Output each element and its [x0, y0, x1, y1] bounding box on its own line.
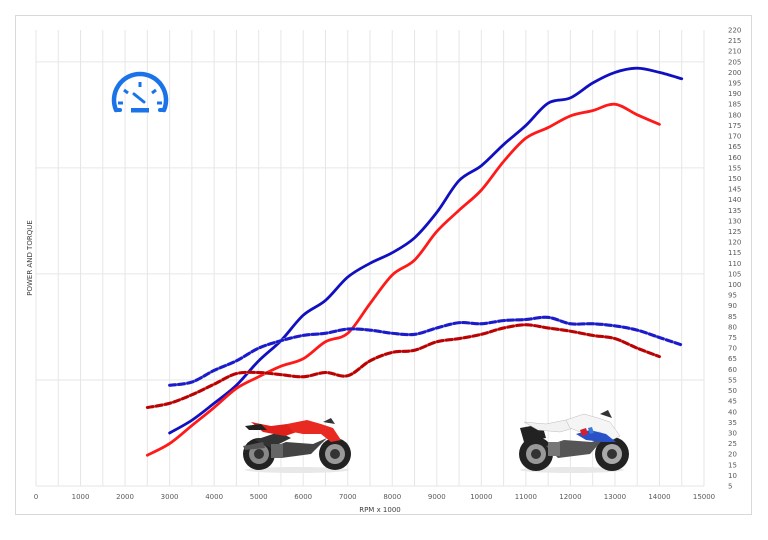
red-motorcycle-image — [243, 418, 351, 473]
grid-lines — [35, 30, 705, 487]
x-axis-title: RPM x 1000 — [359, 506, 401, 514]
y-tick-label: 30 — [728, 429, 737, 437]
y-tick-label: 110 — [728, 260, 741, 268]
y-tick-label: 180 — [728, 111, 741, 119]
series-line-0 — [168, 66, 684, 435]
x-tick-label: 12000 — [559, 493, 581, 501]
y-tick-label: 125 — [728, 228, 741, 236]
y-tick-label: 140 — [728, 196, 741, 204]
y-tick-label: 195 — [728, 80, 741, 88]
y-tick-label: 210 — [728, 48, 741, 56]
y-axis-ticks: 2202152102052001951901851801751701651601… — [728, 27, 741, 491]
y-tick-label: 165 — [728, 143, 741, 151]
y-tick-label: 160 — [728, 154, 741, 162]
y-axis-title: POWER AND TORQUE — [26, 220, 34, 296]
y-tick-label: 5 — [728, 483, 732, 491]
x-tick-label: 14000 — [648, 493, 670, 501]
y-tick-label: 120 — [728, 239, 741, 247]
y-tick-label: 90 — [728, 302, 737, 310]
y-tick-label: 155 — [728, 164, 741, 172]
series-layer — [145, 66, 684, 457]
y-tick-label: 100 — [728, 281, 741, 289]
y-tick-label: 145 — [728, 186, 741, 194]
x-tick-label: 6000 — [294, 493, 312, 501]
y-tick-label: 105 — [728, 270, 741, 278]
y-tick-label: 25 — [728, 440, 737, 448]
x-tick-label: 5000 — [250, 493, 268, 501]
y-tick-label: 200 — [728, 69, 741, 77]
y-tick-label: 215 — [728, 37, 741, 45]
y-tick-label: 15 — [728, 461, 737, 469]
y-tick-label: 95 — [728, 292, 737, 300]
y-tick-label: 60 — [728, 366, 737, 374]
y-tick-label: 175 — [728, 122, 741, 130]
x-tick-label: 15000 — [693, 493, 715, 501]
y-tick-label: 35 — [728, 419, 737, 427]
y-tick-label: 10 — [728, 472, 737, 480]
x-tick-label: 10000 — [470, 493, 492, 501]
series-line-2 — [168, 315, 684, 387]
series-line-1 — [145, 102, 661, 457]
x-tick-label: 9000 — [428, 493, 446, 501]
x-tick-label: 1000 — [72, 493, 90, 501]
y-tick-label: 115 — [728, 249, 741, 257]
series-line-3 — [145, 323, 661, 410]
y-tick-label: 170 — [728, 133, 741, 141]
y-tick-label: 190 — [728, 90, 741, 98]
y-tick-label: 85 — [728, 313, 737, 321]
x-tick-label: 8000 — [383, 493, 401, 501]
y-tick-label: 205 — [728, 58, 741, 66]
y-tick-label: 220 — [728, 27, 741, 35]
x-tick-label: 4000 — [205, 493, 223, 501]
speedometer-icon — [111, 71, 169, 113]
y-tick-label: 135 — [728, 207, 741, 215]
y-tick-label: 130 — [728, 217, 741, 225]
x-tick-label: 0 — [34, 493, 38, 501]
y-tick-label: 80 — [728, 323, 737, 331]
x-tick-label: 2000 — [116, 493, 134, 501]
white-blue-motorcycle-image — [519, 410, 629, 473]
y-tick-label: 150 — [728, 175, 741, 183]
y-tick-label: 70 — [728, 345, 737, 353]
x-tick-label: 3000 — [161, 493, 179, 501]
y-tick-label: 20 — [728, 451, 737, 459]
y-tick-label: 40 — [728, 408, 737, 416]
x-axis-ticks: 0 1000 2000 3000 4000 5000 6000 7000 8000 9000 100… — [34, 493, 715, 501]
x-tick-label: 11000 — [515, 493, 537, 501]
y-tick-label: 45 — [728, 398, 737, 406]
y-tick-label: 65 — [728, 355, 737, 363]
y-tick-label: 50 — [728, 387, 737, 395]
x-tick-label: 7000 — [339, 493, 357, 501]
y-tick-label: 55 — [728, 376, 737, 384]
y-tick-label: 185 — [728, 101, 741, 109]
x-tick-label: 13000 — [604, 493, 626, 501]
y-tick-label: 75 — [728, 334, 737, 342]
